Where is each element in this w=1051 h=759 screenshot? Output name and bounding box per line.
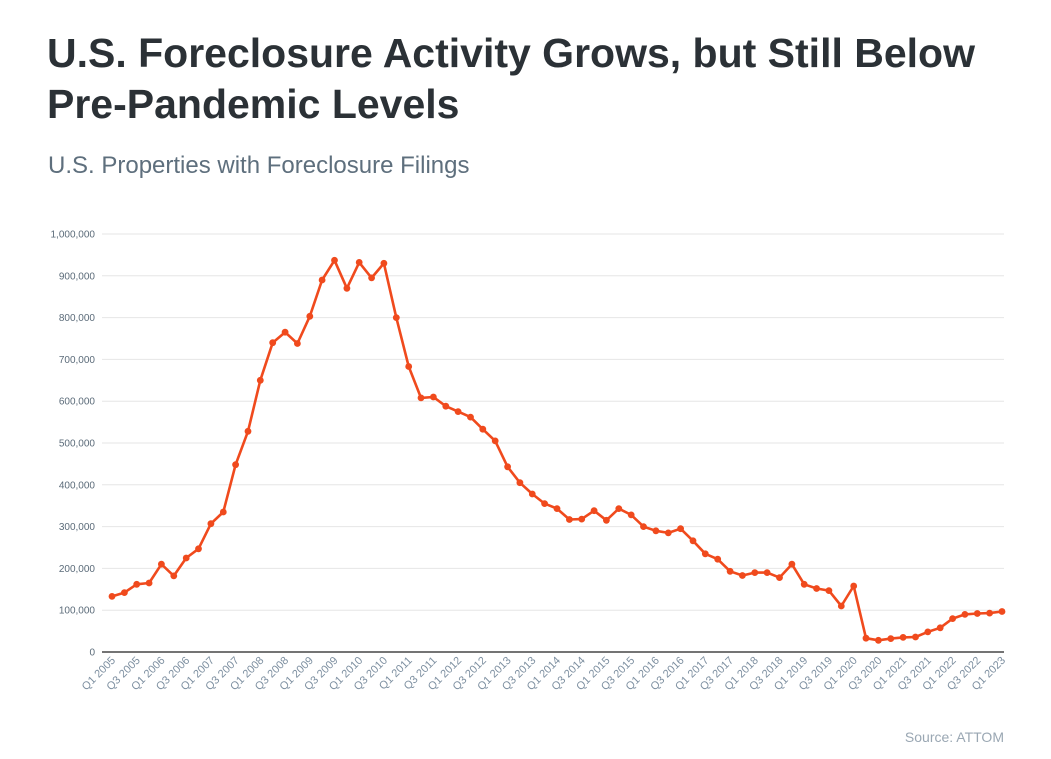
data-point — [182, 554, 190, 562]
data-point — [133, 580, 141, 588]
data-point — [949, 615, 956, 622]
data-point — [566, 516, 573, 523]
data-point — [392, 314, 400, 321]
y-tick-label: 800,000 — [59, 313, 96, 324]
data-point — [800, 580, 808, 588]
data-point — [331, 256, 338, 264]
data-point — [936, 624, 944, 632]
data-point — [318, 276, 326, 284]
data-point — [714, 555, 722, 563]
y-tick-label: 900,000 — [59, 271, 96, 282]
y-tick-label: 600,000 — [59, 397, 96, 408]
data-point — [763, 569, 771, 576]
series-line — [108, 256, 1006, 644]
data-point — [677, 525, 684, 533]
gridlines — [102, 233, 1004, 653]
data-point — [516, 479, 524, 487]
data-point — [887, 635, 895, 642]
y-tick-label: 700,000 — [59, 355, 96, 366]
data-point — [701, 550, 709, 558]
y-tick-label: 400,000 — [59, 480, 96, 491]
data-point — [961, 611, 969, 618]
y-tick-label: 500,000 — [59, 439, 96, 450]
data-point — [528, 490, 536, 498]
data-point — [294, 340, 301, 347]
data-point — [108, 593, 116, 600]
y-tick-label: 0 — [89, 648, 95, 659]
data-point — [788, 560, 796, 568]
data-point — [652, 527, 660, 535]
data-point — [998, 608, 1006, 615]
data-point — [603, 516, 610, 524]
data-point — [813, 585, 820, 592]
data-point — [158, 560, 165, 568]
data-point — [739, 572, 746, 579]
data-point — [244, 427, 252, 435]
data-point — [145, 579, 153, 587]
chart-title: U.S. Foreclosure Activity Grows, but Sti… — [47, 30, 975, 127]
data-point — [504, 463, 511, 471]
data-point — [973, 610, 981, 617]
data-point — [355, 259, 363, 266]
data-point — [417, 394, 425, 402]
y-tick-label: 200,000 — [59, 564, 96, 575]
data-point — [875, 636, 882, 644]
data-point — [306, 312, 314, 320]
data-point — [541, 500, 548, 507]
data-point — [986, 609, 993, 617]
y-tick-label: 100,000 — [59, 606, 96, 617]
y-axis-labels: 0 100,000 200,000 300,000 400,000 500,000 600,… — [51, 230, 96, 659]
data-point — [170, 572, 178, 580]
data-point — [442, 402, 450, 410]
y-tick-label: 1,000,000 — [51, 230, 96, 241]
data-point — [219, 508, 227, 516]
y-tick-label: 300,000 — [59, 522, 96, 533]
data-point — [256, 376, 264, 384]
data-point — [862, 634, 870, 642]
data-point — [121, 589, 128, 596]
data-point — [207, 520, 215, 528]
data-point — [269, 339, 277, 347]
data-point — [615, 505, 623, 512]
data-point — [627, 511, 635, 519]
data-point — [924, 628, 932, 636]
source-note: Source: ATTOM — [904, 729, 1004, 745]
data-point — [726, 567, 734, 575]
data-point — [837, 602, 845, 610]
data-point — [850, 582, 858, 590]
data-point — [380, 259, 388, 267]
data-point — [776, 574, 783, 581]
data-point — [343, 284, 351, 292]
data-point — [281, 328, 289, 336]
data-point — [430, 393, 437, 401]
data-point — [553, 505, 561, 512]
data-point — [467, 413, 474, 421]
data-point — [899, 634, 907, 641]
data-point — [912, 633, 919, 641]
data-point — [479, 425, 487, 433]
chart-subtitle: U.S. Properties with Foreclosure Filings — [48, 152, 470, 179]
data-point — [751, 569, 759, 576]
data-point — [664, 529, 672, 537]
data-point — [405, 363, 413, 370]
data-point — [491, 437, 499, 445]
data-point — [368, 274, 375, 282]
data-point — [454, 408, 462, 415]
data-point — [825, 587, 833, 594]
data-point — [232, 461, 240, 469]
data-point — [640, 523, 647, 530]
data-point — [195, 545, 202, 553]
data-point — [578, 515, 586, 523]
data-point — [590, 507, 598, 515]
data-point — [689, 537, 697, 545]
